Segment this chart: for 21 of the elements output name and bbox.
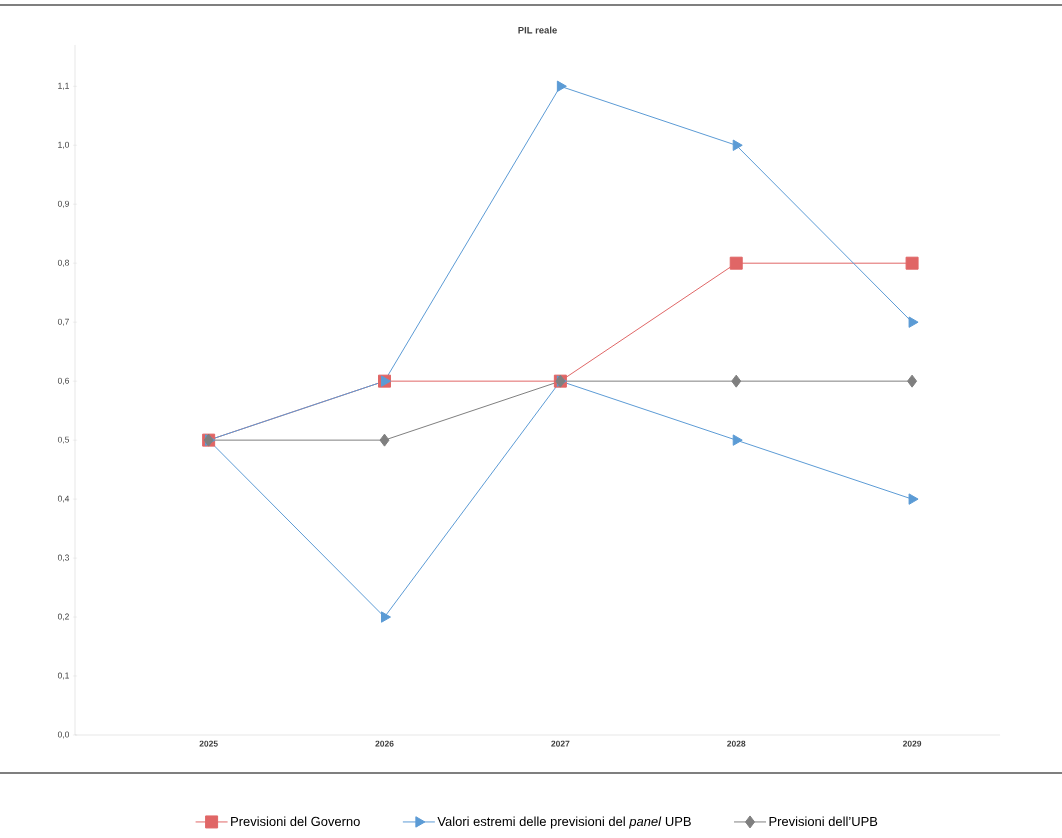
chart-title: PIL reale — [518, 26, 557, 34]
y-tick-label: 0,9 — [57, 200, 69, 208]
legend-label: Previsioni dell’UPB — [769, 816, 878, 827]
y-tick-label: 1,1 — [58, 82, 69, 90]
y-tick-label: 0,6 — [57, 377, 69, 385]
legend-label: Previsioni del Governo — [231, 816, 360, 827]
y-tick-label: 0,4 — [57, 495, 70, 503]
x-tick-label: 2028 — [727, 740, 746, 747]
legend-label: Valori estremi delle previsioni del panel UPB — [437, 816, 691, 829]
y-tick-label: 0,7 — [57, 318, 69, 326]
y-tick-label: 0,0 — [57, 731, 70, 739]
x-tick-label: 2026 — [375, 740, 394, 747]
y-tick-label: 0,5 — [57, 436, 69, 444]
y-tick-label: 0,3 — [57, 554, 69, 562]
x-tick-label: 2027 — [551, 740, 570, 747]
x-tick-label: 2029 — [902, 740, 922, 747]
y-tick-label: 0,8 — [57, 259, 69, 267]
y-tick-label: 0,1 — [57, 672, 69, 680]
y-tick-label: 0,2 — [57, 613, 69, 621]
x-tick-label: 2025 — [199, 740, 218, 747]
y-tick-label: 1,0 — [58, 141, 70, 149]
